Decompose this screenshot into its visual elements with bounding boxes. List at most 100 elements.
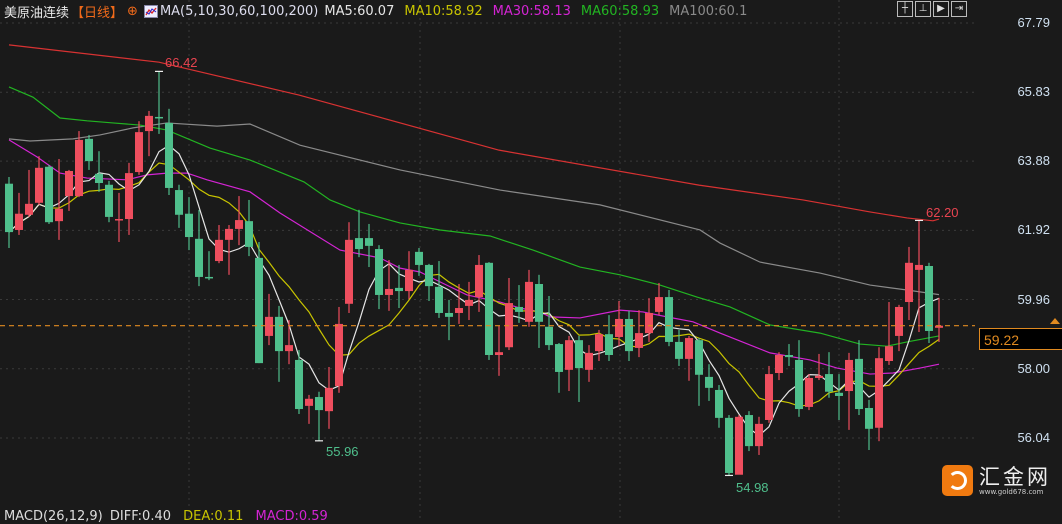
extreme-markers — [155, 70, 923, 477]
candle-body — [545, 326, 553, 346]
candle-body — [665, 297, 673, 342]
candle-body — [845, 359, 853, 392]
candle-body — [595, 334, 603, 352]
candle-body — [625, 318, 633, 352]
candle-body — [325, 387, 333, 412]
candle-body — [905, 262, 913, 303]
y-tick-label: 63.88 — [1017, 153, 1050, 169]
candle-body — [55, 208, 63, 222]
candle-body — [875, 358, 883, 428]
candle-body — [795, 359, 803, 410]
candle-body — [825, 374, 833, 392]
candle-body — [745, 415, 753, 447]
candle-body — [755, 423, 763, 447]
candle-body — [105, 184, 113, 217]
candle-body — [25, 203, 33, 215]
ma-params: MA(5,10,30,60,100,200) — [159, 3, 319, 19]
candle-body — [465, 299, 473, 306]
add-indicator-icon[interactable]: ⊕ — [127, 3, 138, 19]
y-tick-label: 61.92 — [1017, 222, 1050, 238]
candle-body — [45, 166, 53, 223]
candle-body — [145, 115, 153, 132]
chart-toolbar: ┼ ⊥ ▶ ⇥ — [897, 1, 967, 17]
candle-body — [245, 221, 253, 247]
indicator-icon[interactable] — [143, 4, 158, 18]
ma30-value: MA30:58.13 — [492, 3, 571, 19]
y-tick-label: 58.00 — [1017, 360, 1050, 376]
candle-body — [265, 316, 273, 336]
ma100-line — [8, 122, 940, 296]
candle-body — [425, 264, 433, 287]
candle-body — [495, 352, 503, 355]
candle-body — [85, 138, 93, 162]
candle-body — [345, 239, 353, 304]
macd-dea: DEA:0.11 — [183, 509, 244, 524]
y-tick-label: 56.04 — [1017, 430, 1050, 445]
candle-body — [165, 122, 173, 188]
gold678-logo: 汇金网 www.gold678.com — [942, 465, 1051, 496]
candle-body — [515, 306, 523, 312]
crosshair-icon[interactable]: ┼ — [897, 1, 913, 17]
annotation-low-54-98: 54.98 — [736, 480, 769, 495]
candle-body — [365, 238, 373, 246]
candle-body — [405, 269, 413, 292]
play-icon[interactable]: ▶ — [933, 1, 949, 17]
candle-body — [455, 308, 463, 313]
grid — [0, 0, 975, 520]
ma200-line — [8, 44, 940, 222]
chart-header: 美原油连续 【日线】 ⊕ MA(5,10,30,60,100,200) MA5:… — [4, 2, 757, 21]
candle-body — [705, 376, 713, 388]
annotation-low-55-96: 55.96 — [326, 444, 359, 459]
instrument-title: 美原油连续 — [4, 5, 70, 21]
candle-body — [765, 374, 773, 420]
candle-body — [15, 213, 23, 230]
y-tick-label: 65.83 — [1017, 84, 1050, 100]
period-selector[interactable]: 【日线】 — [71, 5, 124, 21]
candle-body — [725, 417, 733, 473]
candle-body — [285, 345, 293, 352]
candle-body — [35, 167, 43, 203]
annotation-high-62-20: 62.20 — [926, 205, 959, 220]
candle-body — [305, 398, 313, 406]
candle-body — [785, 355, 793, 358]
candle-body — [255, 257, 263, 364]
candle-body — [385, 288, 393, 295]
candle-body — [865, 407, 873, 429]
candle-body — [135, 132, 143, 173]
candle-body — [715, 389, 723, 418]
candle-body — [885, 346, 893, 362]
candle-body — [315, 397, 323, 411]
y-tick-label: 67.79 — [1017, 15, 1050, 30]
candle-body — [225, 228, 233, 240]
last-price-marker-icon — [1050, 318, 1060, 324]
candle-body — [475, 264, 483, 298]
candle-body — [445, 312, 453, 317]
candle-body — [95, 173, 103, 183]
candle-body — [335, 323, 343, 387]
candle-body — [525, 281, 533, 322]
candle-body — [915, 264, 923, 270]
candle-body — [185, 213, 193, 238]
exit-icon[interactable]: ⇥ — [951, 1, 967, 17]
candle-body — [935, 325, 943, 328]
candle-body — [835, 392, 843, 396]
zoom-range-icon[interactable]: ⊥ — [915, 1, 931, 17]
candle-body — [655, 297, 663, 312]
candle-body — [815, 375, 823, 378]
candle-body — [215, 239, 223, 262]
candle-body — [65, 170, 73, 197]
candle-body — [5, 183, 13, 233]
candle-body — [155, 116, 163, 119]
candle-body — [775, 355, 783, 374]
y-tick-label: 59.96 — [1017, 291, 1050, 307]
logo-url: www.gold678.com — [979, 487, 1044, 496]
candle-body — [485, 262, 493, 355]
candle-body — [605, 334, 613, 355]
candle-body — [735, 416, 743, 475]
ma60-value: MA60:58.93 — [580, 3, 660, 19]
candle-body — [575, 340, 583, 369]
candle-body — [675, 341, 683, 359]
candle-body — [535, 284, 543, 322]
logo-mark-icon — [942, 465, 973, 496]
